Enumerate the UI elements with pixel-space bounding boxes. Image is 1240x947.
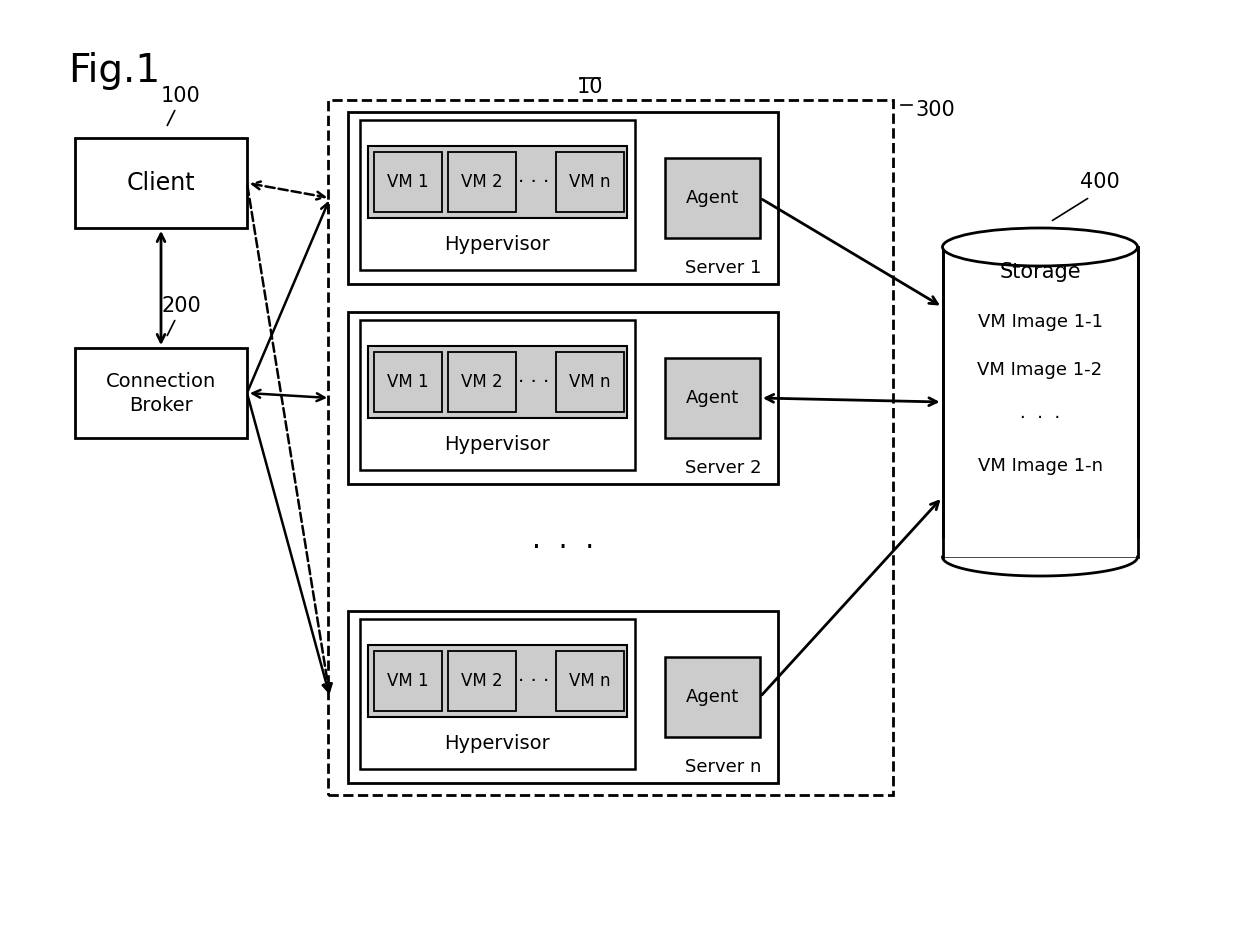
Text: Agent: Agent bbox=[686, 389, 739, 407]
FancyBboxPatch shape bbox=[448, 352, 516, 412]
Text: 300: 300 bbox=[915, 100, 955, 120]
Text: · · ·: · · · bbox=[518, 671, 549, 690]
FancyBboxPatch shape bbox=[665, 358, 760, 438]
Text: Hypervisor: Hypervisor bbox=[445, 435, 551, 454]
Text: VM 2: VM 2 bbox=[461, 672, 502, 690]
Text: Agent: Agent bbox=[686, 189, 739, 207]
Text: Hypervisor: Hypervisor bbox=[445, 235, 551, 254]
Text: Server 1: Server 1 bbox=[684, 259, 761, 277]
Text: Storage: Storage bbox=[999, 262, 1081, 282]
Text: ·  ·  ·: · · · bbox=[532, 533, 594, 562]
Polygon shape bbox=[942, 247, 1137, 538]
FancyBboxPatch shape bbox=[665, 158, 760, 238]
Text: Hypervisor: Hypervisor bbox=[445, 734, 551, 753]
FancyBboxPatch shape bbox=[348, 611, 777, 783]
FancyBboxPatch shape bbox=[360, 619, 635, 769]
FancyBboxPatch shape bbox=[556, 352, 624, 412]
FancyBboxPatch shape bbox=[74, 138, 247, 228]
Text: VM n: VM n bbox=[569, 373, 611, 391]
FancyBboxPatch shape bbox=[360, 320, 635, 470]
Text: Client: Client bbox=[126, 171, 196, 195]
Text: Agent: Agent bbox=[686, 688, 739, 706]
Text: VM n: VM n bbox=[569, 173, 611, 191]
FancyBboxPatch shape bbox=[348, 312, 777, 484]
Text: 400: 400 bbox=[1080, 172, 1120, 192]
Text: Connection: Connection bbox=[105, 371, 216, 390]
Text: VM 2: VM 2 bbox=[461, 373, 502, 391]
Text: VM n: VM n bbox=[569, 672, 611, 690]
Text: Server n: Server n bbox=[684, 758, 761, 776]
FancyBboxPatch shape bbox=[665, 657, 760, 737]
FancyBboxPatch shape bbox=[368, 146, 627, 219]
FancyBboxPatch shape bbox=[556, 152, 624, 212]
Text: · · ·: · · · bbox=[518, 172, 549, 192]
Text: VM 1: VM 1 bbox=[387, 672, 429, 690]
Text: Server 2: Server 2 bbox=[684, 459, 761, 477]
FancyBboxPatch shape bbox=[348, 112, 777, 284]
Text: VM 1: VM 1 bbox=[387, 373, 429, 391]
Text: VM Image 1-2: VM Image 1-2 bbox=[977, 361, 1102, 379]
Ellipse shape bbox=[942, 228, 1137, 266]
Text: Broker: Broker bbox=[129, 396, 193, 415]
Text: Fig.1: Fig.1 bbox=[68, 52, 160, 90]
Text: VM 2: VM 2 bbox=[461, 173, 502, 191]
Text: 10: 10 bbox=[577, 77, 603, 97]
Text: 200: 200 bbox=[161, 296, 201, 316]
FancyBboxPatch shape bbox=[448, 652, 516, 711]
FancyBboxPatch shape bbox=[374, 352, 441, 412]
FancyBboxPatch shape bbox=[374, 652, 441, 711]
FancyBboxPatch shape bbox=[329, 100, 893, 795]
Text: 100: 100 bbox=[161, 86, 201, 106]
Text: VM Image 1-n: VM Image 1-n bbox=[977, 457, 1102, 475]
FancyBboxPatch shape bbox=[360, 120, 635, 270]
Text: VM 1: VM 1 bbox=[387, 173, 429, 191]
Text: ·  ·  ·: · · · bbox=[1019, 409, 1060, 427]
FancyBboxPatch shape bbox=[374, 152, 441, 212]
FancyBboxPatch shape bbox=[368, 347, 627, 419]
FancyBboxPatch shape bbox=[556, 652, 624, 711]
FancyBboxPatch shape bbox=[74, 348, 247, 438]
FancyBboxPatch shape bbox=[368, 645, 627, 718]
Text: · · ·: · · · bbox=[518, 373, 549, 392]
Text: VM Image 1-1: VM Image 1-1 bbox=[977, 313, 1102, 331]
FancyBboxPatch shape bbox=[448, 152, 516, 212]
